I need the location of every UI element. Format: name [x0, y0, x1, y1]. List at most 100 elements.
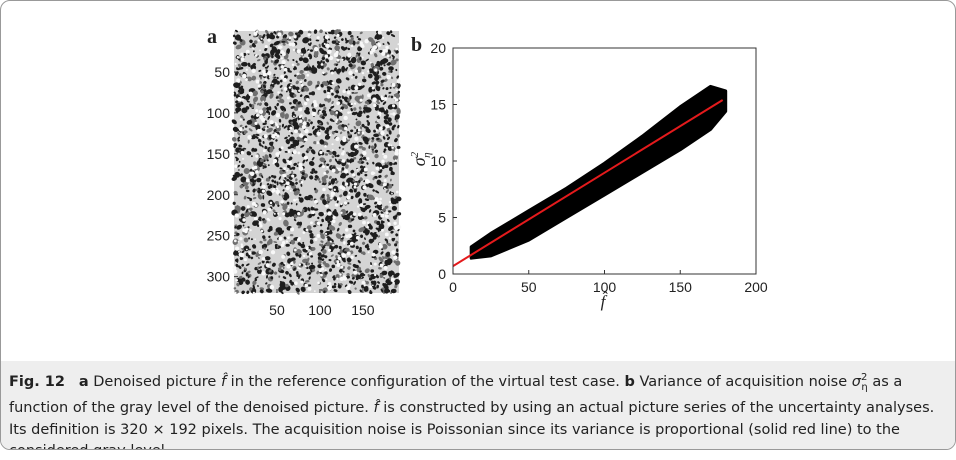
highlight: [300, 280, 304, 284]
speckle: [386, 134, 389, 137]
speckle: [369, 290, 372, 294]
speckle: [374, 205, 377, 209]
speckle: [310, 255, 314, 258]
speckle: [365, 128, 371, 134]
speckle: [313, 225, 317, 228]
highlight: [323, 171, 327, 175]
speckle: [265, 282, 268, 285]
speckle: [313, 50, 319, 58]
highlight: [237, 240, 240, 243]
speckle: [240, 148, 245, 152]
speckle: [387, 41, 390, 45]
speckle: [317, 80, 320, 85]
speckle: [277, 99, 281, 103]
speckle: [395, 240, 399, 244]
highlight: [388, 237, 391, 240]
speckle: [295, 178, 298, 182]
speckle: [328, 175, 332, 180]
speckle: [293, 219, 297, 222]
speckle: [282, 189, 285, 192]
speckle: [259, 182, 262, 187]
highlight: [283, 167, 287, 171]
highlight: [275, 187, 279, 191]
speckle: [247, 139, 250, 144]
speckle: [358, 141, 363, 145]
speckle: [371, 81, 376, 85]
speckle: [360, 168, 365, 173]
highlight: [335, 120, 338, 123]
speckle: [243, 267, 247, 271]
speckle: [352, 229, 356, 233]
highlight: [275, 152, 280, 157]
speckle: [396, 134, 400, 138]
speckle: [353, 281, 356, 286]
speckle: [246, 290, 250, 294]
speckle: [382, 136, 386, 140]
speckle: [367, 73, 373, 79]
speckle: [314, 178, 317, 181]
highlight: [330, 71, 334, 75]
speckle: [334, 67, 337, 71]
speckle: [371, 149, 375, 154]
highlight: [293, 115, 295, 118]
highlight: [284, 262, 287, 265]
speckle: [332, 150, 337, 156]
highlight: [288, 130, 291, 132]
speckle: [370, 280, 375, 285]
speckle: [302, 37, 310, 44]
speckle: [258, 216, 262, 220]
highlight: [278, 236, 283, 241]
speckle: [335, 180, 339, 184]
speckle: [302, 159, 306, 164]
speckle: [321, 177, 325, 180]
highlight: [371, 252, 376, 257]
speckle: [295, 270, 299, 274]
x-tick-label: 0: [449, 279, 457, 295]
highlight: [292, 150, 297, 155]
speckle: [252, 281, 257, 285]
speckle: [323, 290, 326, 294]
speckle: [355, 118, 358, 121]
speckle: [347, 47, 351, 51]
panel-label: b: [411, 34, 422, 56]
highlight: [367, 251, 370, 254]
highlight: [369, 61, 372, 64]
speckle: [384, 238, 388, 242]
speckle: [307, 119, 311, 122]
speckle: [309, 49, 314, 52]
speckle: [330, 29, 336, 34]
speckle: [384, 51, 388, 56]
speckle: [263, 238, 267, 242]
speckle: [233, 142, 238, 147]
speckle: [386, 218, 390, 222]
highlight: [261, 184, 266, 189]
speckle: [339, 249, 344, 254]
speckle: [258, 69, 262, 72]
speckle: [350, 36, 354, 41]
highlight: [285, 181, 290, 186]
speckle: [344, 46, 348, 51]
speckle: [262, 195, 265, 200]
speckle: [363, 216, 368, 220]
speckle: [390, 178, 392, 182]
highlight: [262, 149, 266, 153]
speckle: [393, 272, 400, 278]
speckle: [347, 239, 351, 244]
highlight: [299, 133, 304, 138]
highlight: [275, 113, 281, 118]
speckle: [337, 284, 342, 289]
speckle: [309, 146, 313, 149]
speckle: [347, 133, 352, 136]
highlight: [357, 128, 361, 132]
highlight: [305, 71, 308, 73]
y-tick-label: 200: [207, 187, 231, 203]
x-tick-label: 200: [744, 279, 768, 295]
speckle: [373, 232, 377, 235]
speckle: [347, 202, 350, 205]
speckle: [252, 188, 256, 193]
speckle: [370, 269, 375, 273]
highlight: [303, 101, 308, 106]
highlight: [240, 245, 244, 249]
speckle: [325, 58, 330, 63]
speckle: [346, 158, 349, 163]
